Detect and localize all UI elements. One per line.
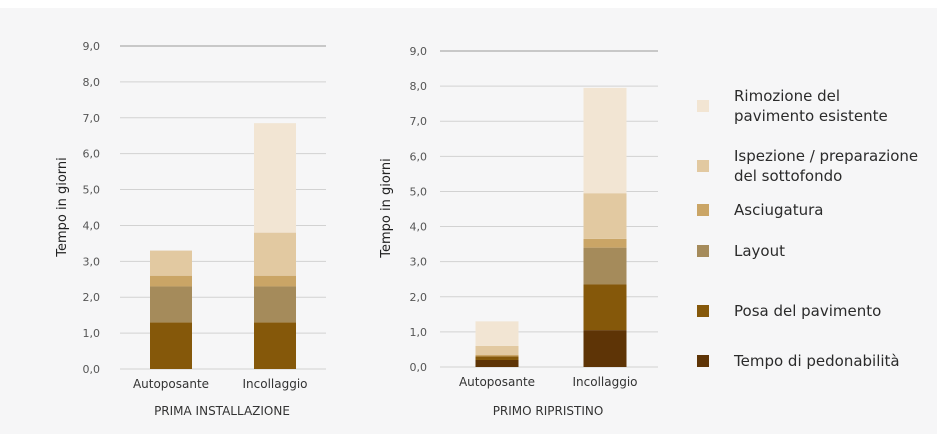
bar-segment xyxy=(583,247,627,285)
bar-segment xyxy=(583,284,627,331)
bar-segment xyxy=(583,193,627,239)
bar-segment xyxy=(254,232,296,276)
legend-swatch xyxy=(697,204,709,216)
y-tick-label: 9,0 xyxy=(83,40,101,53)
bar-segment xyxy=(475,321,519,346)
bar-segment xyxy=(150,275,192,287)
y-tick-label: 4,0 xyxy=(83,219,101,232)
y-axis-label: Tempo in giorni xyxy=(379,158,394,259)
y-tick-label: 9,0 xyxy=(410,45,428,58)
legend-swatch xyxy=(697,160,709,172)
y-tick-label: 0,0 xyxy=(83,363,101,376)
legend-swatch xyxy=(697,245,709,257)
x-category-label: Autoposante xyxy=(459,375,535,389)
y-axis-label: Tempo in giorni xyxy=(55,157,70,258)
legend-label: pavimento esistente xyxy=(734,107,888,125)
chart-subtitle: PRIMA INSTALLAZIONE xyxy=(154,404,290,418)
legend-label: Rimozione del xyxy=(734,87,840,105)
y-tick-label: 8,0 xyxy=(83,76,101,89)
chart-1: 0,0 1,0 2,0 3,0 4,0 5,0 6,0 7,0 8,0 9,0 Autoposant… xyxy=(55,40,326,418)
y-tick-label: 6,0 xyxy=(410,150,428,163)
legend-label: del sottofondo xyxy=(734,167,842,185)
bar-segment xyxy=(583,330,627,367)
y-tick-label: 1,0 xyxy=(410,326,428,339)
legend-swatch xyxy=(697,100,709,112)
bar-segment xyxy=(475,345,519,355)
y-tick-label: 2,0 xyxy=(83,291,101,304)
y-tick-label: 3,0 xyxy=(410,256,428,269)
bar-segment xyxy=(254,123,296,233)
legend-label: Tempo di pedonabilità xyxy=(733,352,900,370)
y-tick-label: 7,0 xyxy=(83,112,101,125)
y-tick-label: 8,0 xyxy=(410,80,428,93)
bar-segment xyxy=(475,359,519,367)
bar-segment xyxy=(583,87,627,194)
legend: Rimozione del pavimento esistente Ispezion… xyxy=(697,87,918,370)
y-tick-label: 2,0 xyxy=(410,291,428,304)
chart-2: 0,0 1,0 2,0 3,0 4,0 5,0 6,0 7,0 8,0 9,0 Autoposant… xyxy=(379,45,658,418)
legend-swatch xyxy=(697,355,709,367)
legend-label: Layout xyxy=(734,242,785,260)
bar-segment xyxy=(254,322,296,369)
x-category-label: Autoposante xyxy=(133,377,209,391)
y-tick-label: 3,0 xyxy=(83,255,101,268)
bar-segment xyxy=(583,238,627,248)
bar-segment xyxy=(150,250,192,276)
bar-segment xyxy=(150,286,192,323)
legend-swatch xyxy=(697,305,709,317)
bar-segment xyxy=(254,275,296,287)
y-tick-label: 0,0 xyxy=(410,361,428,374)
y-tick-label: 4,0 xyxy=(410,221,428,234)
y-tick-label: 5,0 xyxy=(410,185,428,198)
chart-subtitle: PRIMO RIPRISTINO xyxy=(493,404,604,418)
bar-segment xyxy=(475,356,519,360)
y-tick-label: 6,0 xyxy=(83,148,101,161)
legend-label: Ispezione / preparazione xyxy=(734,147,918,165)
y-tick-label: 5,0 xyxy=(83,184,101,197)
bar-segment xyxy=(254,286,296,323)
y-tick-label: 1,0 xyxy=(83,327,101,340)
x-category-label: Incollaggio xyxy=(242,377,307,391)
y-tick-label: 7,0 xyxy=(410,115,428,128)
x-category-label: Incollaggio xyxy=(572,375,637,389)
legend-label: Posa del pavimento xyxy=(734,302,881,320)
bar-segment xyxy=(475,354,519,357)
legend-label: Asciugatura xyxy=(734,201,823,219)
bar-segment xyxy=(150,322,192,369)
